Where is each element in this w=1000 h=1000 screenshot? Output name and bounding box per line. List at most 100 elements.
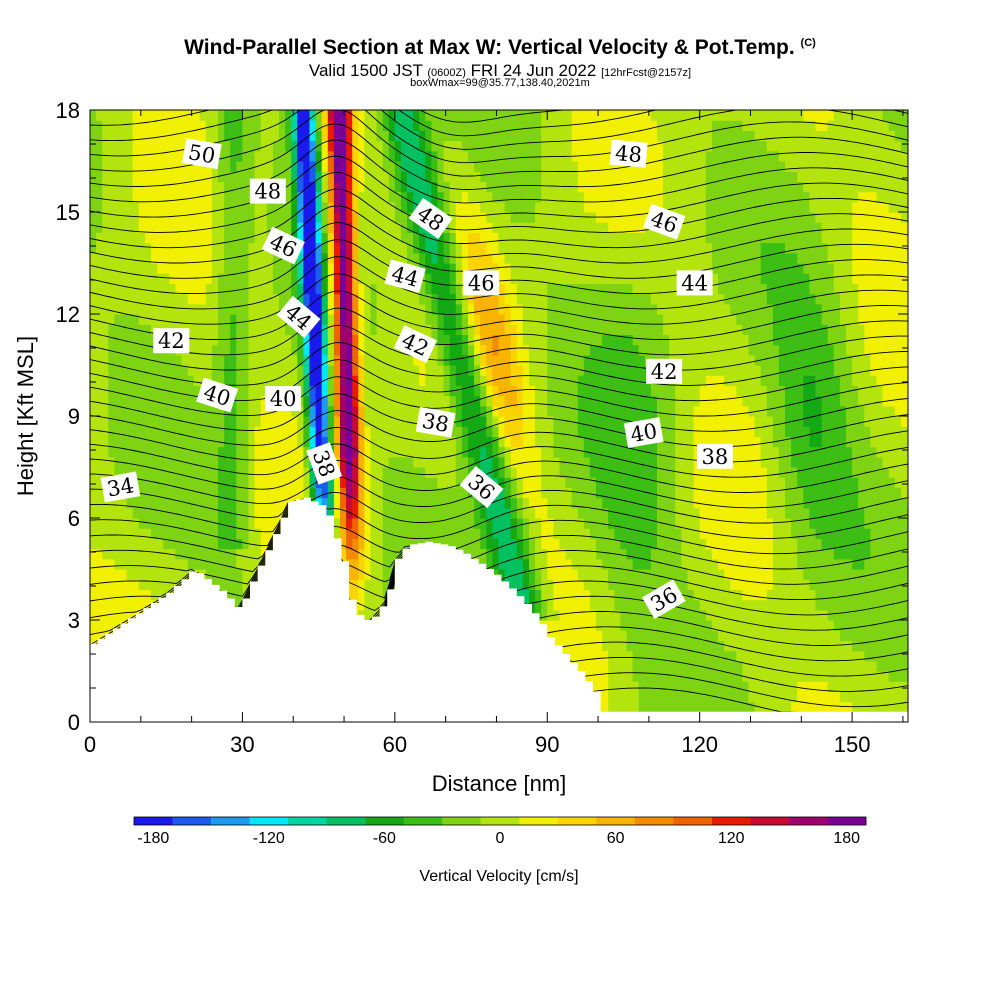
field-cell	[577, 569, 585, 580]
field-cell	[279, 324, 286, 335]
field-cell	[455, 232, 463, 244]
field-cell	[364, 334, 372, 346]
field-cell	[449, 456, 457, 468]
field-cell	[431, 110, 439, 121]
field-cell	[388, 385, 396, 397]
field-cell	[138, 385, 146, 397]
field-cell	[437, 528, 445, 539]
field-cell	[431, 456, 439, 468]
field-cell	[535, 436, 542, 448]
field-cell	[199, 212, 207, 223]
field-cell	[419, 181, 426, 193]
field-cell	[163, 191, 170, 203]
field-cell	[230, 181, 237, 193]
field-cell	[199, 477, 207, 488]
field-cell	[242, 191, 250, 203]
field-cell	[193, 171, 201, 182]
field-cell	[364, 212, 372, 223]
field-cell	[272, 140, 280, 152]
field-cell	[571, 467, 579, 478]
field-cell	[425, 467, 432, 478]
field-cell	[327, 263, 335, 274]
field-cell	[254, 201, 262, 213]
field-cell	[413, 538, 420, 550]
field-cell	[321, 385, 329, 397]
field-cell	[279, 263, 286, 274]
field-cell	[541, 589, 548, 601]
field-cell	[333, 201, 341, 213]
field-cell	[437, 252, 445, 264]
field-cell	[340, 395, 347, 407]
field-cell	[102, 467, 109, 478]
field-cell	[413, 171, 420, 182]
field-cell	[248, 120, 256, 131]
field-cell	[577, 538, 585, 550]
field-cell	[553, 518, 561, 529]
field-cell	[126, 609, 134, 621]
field-cell	[425, 283, 432, 295]
field-cell	[163, 436, 170, 448]
field-cell	[413, 314, 420, 325]
field-cell	[370, 201, 378, 213]
field-cell	[541, 395, 548, 407]
field-cell	[364, 130, 372, 142]
field-cell	[254, 110, 262, 121]
field-cell	[474, 405, 481, 417]
field-cell	[425, 150, 432, 162]
field-cell	[224, 354, 231, 366]
field-cell	[492, 263, 500, 274]
field-cell	[157, 232, 164, 244]
field-cell	[547, 273, 554, 284]
field-cell	[589, 548, 597, 560]
field-cell	[327, 334, 335, 346]
field-cell	[376, 528, 384, 539]
field-cell	[242, 569, 250, 580]
field-cell	[504, 222, 512, 233]
field-cell	[486, 191, 493, 203]
field-cell	[126, 130, 134, 142]
field-cell	[376, 120, 384, 131]
field-cell	[187, 171, 195, 182]
field-cell	[388, 232, 396, 244]
field-cell	[114, 191, 122, 203]
field-cell	[218, 477, 225, 488]
field-cell	[169, 354, 176, 366]
field-cell	[589, 191, 597, 203]
field-cell	[352, 140, 359, 152]
field-cell	[468, 385, 475, 397]
field-cell	[382, 436, 390, 448]
field-cell	[279, 171, 286, 182]
field-cell	[175, 354, 183, 366]
field-cell	[102, 242, 109, 254]
field-cell	[266, 263, 274, 274]
field-cell	[461, 314, 469, 325]
field-cell	[516, 303, 524, 315]
field-cell	[108, 283, 115, 295]
field-cell	[321, 334, 329, 346]
field-cell	[126, 436, 134, 448]
field-cell	[144, 201, 152, 213]
field-cell	[163, 222, 170, 233]
field-cell	[589, 120, 597, 131]
field-cell	[309, 354, 317, 366]
field-cell	[279, 334, 286, 346]
field-cell	[553, 579, 561, 590]
field-cell	[498, 110, 506, 121]
field-cell	[376, 518, 384, 529]
field-cell	[535, 161, 542, 172]
field-cell	[535, 314, 542, 325]
field-cell	[346, 548, 353, 560]
field-cell	[236, 528, 243, 539]
field-cell	[309, 426, 317, 437]
field-cell	[577, 120, 585, 131]
field-cell	[461, 263, 469, 274]
field-cell	[529, 222, 536, 233]
field-cell	[157, 191, 164, 203]
field-cell	[553, 497, 561, 509]
field-cell	[510, 456, 518, 468]
field-cell	[181, 293, 189, 305]
field-cell	[138, 161, 146, 172]
field-cell	[163, 518, 170, 529]
field-cell	[541, 548, 548, 560]
